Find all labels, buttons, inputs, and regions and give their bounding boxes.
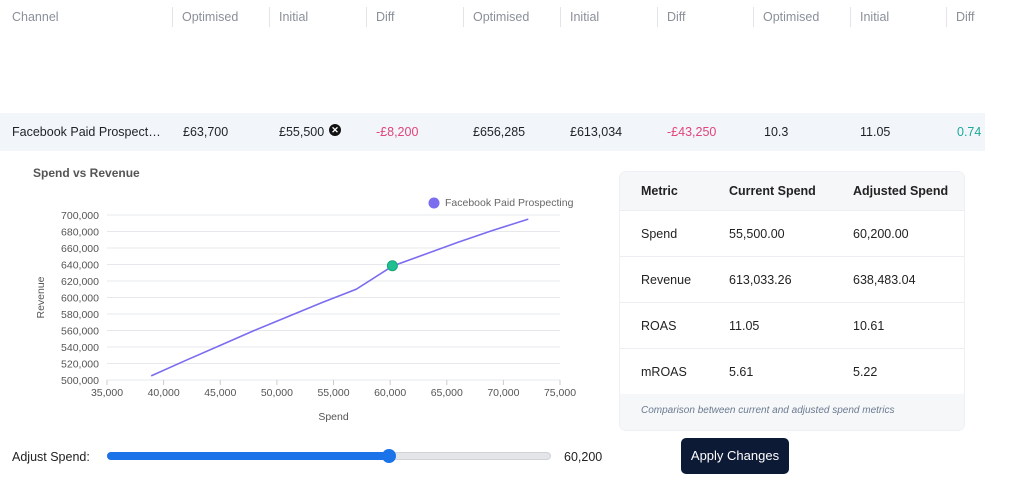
current-spend-header: Current Spend [729,184,816,198]
legend-marker [428,197,440,209]
col-header-roas-initial[interactable]: Initial [860,10,890,24]
adjusted-value: 638,483.04 [853,273,916,287]
col-header-revenue-optimised[interactable]: Optimised [473,10,530,24]
col-header-spend-diff[interactable]: Diff [376,10,395,24]
x-tick-label: 45,000 [204,387,236,399]
table-header: Channel Optimised Initial Diff Optimised… [0,0,1024,34]
adjust-spend-slider-thumb[interactable] [381,449,396,463]
column-divider[interactable] [657,7,658,27]
metric-header: Metric [641,184,678,198]
x-tick-label: 65,000 [431,387,463,399]
current-value: 613,033.26 [729,273,792,287]
y-tick-label: 580,000 [61,309,99,321]
metric-name: Spend [641,227,678,241]
metrics-table: Metric Current Spend Adjusted Spend Spen… [620,172,964,430]
y-tick-label: 640,000 [61,260,99,272]
adjusted-value: 60,200.00 [853,227,909,241]
col-header-spend-initial[interactable]: Initial [279,10,309,24]
adjust-spend-slider-fill[interactable] [107,452,389,460]
column-divider[interactable] [463,7,464,27]
column-divider[interactable] [850,7,851,27]
col-header-spend-optimised[interactable]: Optimised [182,10,239,24]
current-value: 55,500.00 [729,227,785,241]
adjusted-value: 10.61 [853,319,885,333]
adjusted-spend-header: Adjusted Spend [853,184,949,198]
spend-vs-revenue-chart[interactable]: 500,000 520,000 540,000 560,000 580,000 600,0… [20,185,600,435]
metrics-row-roas: ROAS 11.05 10.61 [620,302,964,348]
column-divider[interactable] [366,7,367,27]
legend-label: Facebook Paid Prospecting [445,197,574,209]
roas-initial-cell: 11.05 [860,125,891,139]
y-tick-label: 660,000 [61,243,99,255]
column-divider[interactable] [172,7,173,27]
roas-diff-cell: 0.74 [957,125,982,139]
metrics-table-caption-bar: Comparison between current and adjusted … [620,394,964,430]
y-tick-label: 540,000 [61,342,99,354]
col-header-roas-diff[interactable]: Diff [956,10,975,24]
adjusted-value: 5.22 [853,365,878,379]
x-tick-label: 35,000 [91,387,123,399]
y-tick-label: 520,000 [61,359,99,371]
column-divider[interactable] [946,7,947,27]
metric-name: ROAS [641,319,677,333]
chart-title: Spend vs Revenue [33,166,140,180]
series-line [150,218,529,377]
revenue-initial-cell: £613,034 [570,125,623,139]
metrics-table-header: Metric Current Spend Adjusted Spend [620,172,964,210]
x-tick-label: 50,000 [261,387,293,399]
spend-initial-cell: £55,500 [279,125,325,139]
close-circle-icon[interactable]: ✕ [329,124,341,136]
x-tick-label: 55,000 [317,387,349,399]
column-divider[interactable] [753,7,754,27]
metrics-table-caption: Comparison between current and adjusted … [641,405,895,416]
highlight-point [386,260,398,272]
metrics-row-mroas: mROAS 5.61 5.22 [620,348,964,394]
channel-cell: Facebook Paid Prospect… [12,125,161,139]
roas-optimised-cell: 10.3 [764,125,789,139]
col-header-revenue-diff[interactable]: Diff [667,10,686,24]
apply-changes-button[interactable]: Apply Changes [681,438,789,474]
y-tick-label: 560,000 [61,326,99,338]
metrics-row-revenue: Revenue 613,033.26 638,483.04 [620,256,964,302]
y-tick-label: 500,000 [61,375,99,387]
revenue-diff-cell: -£43,250 [667,125,717,139]
x-axis-label: Spend [318,411,349,423]
x-tick-label: 60,000 [374,387,406,399]
table-row[interactable]: Facebook Paid Prospect… £63,700 £55,500 … [0,113,985,151]
col-header-roas-optimised[interactable]: Optimised [763,10,820,24]
x-tick-label: 40,000 [148,387,180,399]
column-divider[interactable] [269,7,270,27]
y-tick-label: 700,000 [61,210,99,222]
spend-diff-cell: -£8,200 [376,125,419,139]
x-tick-label: 75,000 [544,387,576,399]
metric-name: Revenue [641,273,692,287]
y-tick-label: 680,000 [61,227,99,239]
metric-name: mROAS [641,365,687,379]
spend-optimised-cell: £63,700 [183,125,229,139]
revenue-optimised-cell: £656,285 [473,125,526,139]
y-tick-label: 620,000 [61,276,99,288]
y-tick-label: 600,000 [61,293,99,305]
metrics-row-spend: Spend 55,500.00 60,200.00 [620,210,964,256]
current-value: 5.61 [729,365,754,379]
x-tick-label: 70,000 [487,387,519,399]
adjust-spend-value: 60,200 [564,450,603,464]
current-value: 11.05 [729,319,760,333]
column-divider[interactable] [560,7,561,27]
col-header-revenue-initial[interactable]: Initial [570,10,600,24]
col-header-channel[interactable]: Channel [12,10,59,24]
adjust-spend-label: Adjust Spend: [12,450,90,464]
y-axis-label: Revenue [35,276,47,318]
